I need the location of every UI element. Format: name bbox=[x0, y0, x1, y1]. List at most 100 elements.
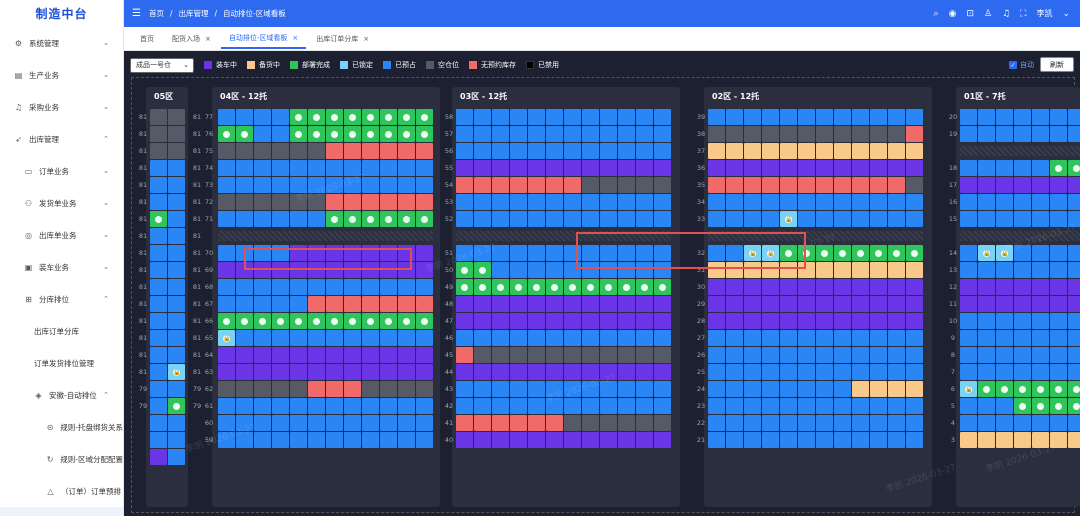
slot-cell[interactable] bbox=[236, 432, 253, 448]
slot-cell[interactable] bbox=[798, 415, 815, 431]
slot-cell[interactable] bbox=[546, 194, 563, 210]
slot-cell[interactable] bbox=[834, 262, 851, 278]
slot-cell[interactable] bbox=[600, 262, 617, 278]
slot-cell[interactable] bbox=[380, 262, 397, 278]
slot-cell[interactable] bbox=[834, 432, 851, 448]
slot-cell[interactable] bbox=[834, 109, 851, 125]
slot-cell[interactable] bbox=[398, 177, 415, 193]
slot-cell[interactable] bbox=[1014, 330, 1031, 346]
slot-cell[interactable] bbox=[726, 143, 743, 159]
slot-cell[interactable] bbox=[528, 211, 545, 227]
slot-cell[interactable] bbox=[762, 398, 779, 414]
slot-cell[interactable] bbox=[744, 160, 761, 176]
slot-cell[interactable] bbox=[906, 177, 923, 193]
slot-cell[interactable] bbox=[870, 126, 887, 142]
slot-cell[interactable] bbox=[798, 279, 815, 295]
slot-cell[interactable] bbox=[906, 415, 923, 431]
slot-cell[interactable] bbox=[582, 347, 599, 363]
slot-cell[interactable] bbox=[834, 245, 851, 261]
slot-cell[interactable] bbox=[362, 296, 379, 312]
slot-cell[interactable] bbox=[852, 194, 869, 210]
slot-cell[interactable] bbox=[600, 347, 617, 363]
slot-cell[interactable] bbox=[254, 279, 271, 295]
slot-cell[interactable] bbox=[1050, 211, 1067, 227]
slot-cell[interactable] bbox=[474, 177, 491, 193]
slot-cell[interactable] bbox=[654, 330, 671, 346]
slot-cell[interactable] bbox=[546, 109, 563, 125]
slot-cell[interactable] bbox=[326, 313, 343, 329]
slot-cell[interactable] bbox=[168, 415, 185, 431]
slot-cell[interactable] bbox=[236, 415, 253, 431]
slot-cell[interactable] bbox=[474, 143, 491, 159]
slot-cell[interactable] bbox=[218, 262, 235, 278]
close-icon[interactable]: × bbox=[205, 34, 211, 43]
slot-cell[interactable] bbox=[308, 279, 325, 295]
slot-cell[interactable] bbox=[744, 194, 761, 210]
slot-cell[interactable] bbox=[528, 398, 545, 414]
slot-cell[interactable] bbox=[744, 211, 761, 227]
slot-cell[interactable] bbox=[744, 381, 761, 397]
slot-cell[interactable] bbox=[870, 296, 887, 312]
slot-cell[interactable] bbox=[708, 296, 725, 312]
slot-cell[interactable] bbox=[416, 415, 433, 431]
slot-cell[interactable] bbox=[546, 143, 563, 159]
slot-cell[interactable] bbox=[150, 228, 167, 244]
slot-cell[interactable] bbox=[780, 364, 797, 380]
menu-toggle-icon[interactable]: ☰ bbox=[132, 8, 141, 19]
slot-cell[interactable] bbox=[1068, 160, 1080, 176]
slot-cell[interactable] bbox=[326, 143, 343, 159]
slot-cell[interactable] bbox=[416, 126, 433, 142]
slot-cell[interactable] bbox=[870, 364, 887, 380]
slot-cell[interactable] bbox=[600, 143, 617, 159]
slot-cell[interactable] bbox=[150, 364, 167, 380]
slot-cell[interactable] bbox=[398, 109, 415, 125]
slot-cell[interactable] bbox=[780, 296, 797, 312]
slot-cell[interactable] bbox=[960, 432, 977, 448]
slot-cell[interactable] bbox=[744, 432, 761, 448]
slot-cell[interactable] bbox=[996, 313, 1013, 329]
slot-cell[interactable] bbox=[398, 415, 415, 431]
slot-cell[interactable] bbox=[380, 415, 397, 431]
slot-cell[interactable] bbox=[1014, 262, 1031, 278]
slot-cell[interactable] bbox=[456, 279, 473, 295]
slot-cell[interactable] bbox=[654, 109, 671, 125]
slot-cell[interactable] bbox=[744, 279, 761, 295]
slot-cell[interactable] bbox=[870, 330, 887, 346]
slot-cell[interactable] bbox=[326, 296, 343, 312]
slot-cell[interactable] bbox=[1068, 364, 1080, 380]
slot-cell[interactable] bbox=[344, 415, 361, 431]
slot-cell[interactable] bbox=[510, 296, 527, 312]
slot-cell[interactable] bbox=[308, 415, 325, 431]
slot-cell[interactable] bbox=[218, 279, 235, 295]
slot-cell[interactable] bbox=[344, 313, 361, 329]
slot-cell[interactable] bbox=[236, 194, 253, 210]
slot-cell[interactable] bbox=[744, 364, 761, 380]
slot-cell[interactable] bbox=[762, 143, 779, 159]
slot-cell[interactable] bbox=[326, 262, 343, 278]
slot-cell[interactable] bbox=[564, 211, 581, 227]
slot-cell[interactable] bbox=[168, 211, 185, 227]
slot-cell[interactable] bbox=[708, 143, 725, 159]
slot-cell[interactable] bbox=[888, 279, 905, 295]
slot-cell[interactable] bbox=[834, 194, 851, 210]
slot-cell[interactable] bbox=[798, 160, 815, 176]
slot-cell[interactable] bbox=[636, 177, 653, 193]
slot-cell[interactable] bbox=[290, 126, 307, 142]
slot-cell[interactable] bbox=[996, 211, 1013, 227]
slot-cell[interactable] bbox=[816, 415, 833, 431]
slot-cell[interactable] bbox=[582, 398, 599, 414]
slot-cell[interactable] bbox=[780, 211, 797, 227]
slot-cell[interactable] bbox=[456, 143, 473, 159]
slot-cell[interactable] bbox=[978, 364, 995, 380]
slot-cell[interactable] bbox=[456, 381, 473, 397]
slot-cell[interactable] bbox=[290, 279, 307, 295]
slot-cell[interactable] bbox=[510, 398, 527, 414]
slot-cell[interactable] bbox=[852, 126, 869, 142]
slot-cell[interactable] bbox=[798, 347, 815, 363]
slot-cell[interactable] bbox=[1014, 211, 1031, 227]
slot-cell[interactable] bbox=[762, 211, 779, 227]
slot-cell[interactable] bbox=[780, 330, 797, 346]
slot-cell[interactable] bbox=[582, 109, 599, 125]
slot-cell[interactable] bbox=[1014, 245, 1031, 261]
slot-cell[interactable] bbox=[654, 126, 671, 142]
